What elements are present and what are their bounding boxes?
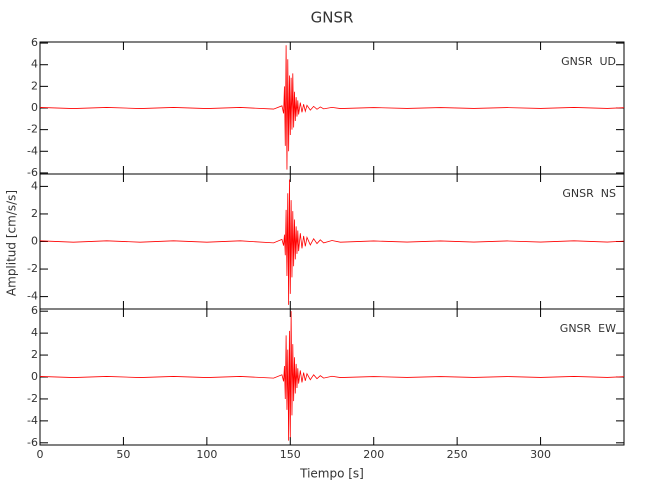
y-tick-label: 0	[31, 101, 38, 114]
x-tick-label: 0	[37, 448, 44, 461]
y-tick-label: -2	[27, 262, 38, 275]
x-axis-label: Tiempo [s]	[299, 467, 364, 481]
y-tick-label: 4	[31, 58, 38, 71]
legend-label: GNSR EW	[560, 322, 616, 335]
y-axis-label: Amplitud [cm/s/s]	[5, 190, 19, 296]
x-tick-label: 50	[116, 448, 130, 461]
y-tick-label: 2	[31, 348, 38, 361]
x-tick-label: 300	[530, 448, 551, 461]
legend-label: GNSR UD	[561, 55, 616, 68]
x-tick-label: 100	[196, 448, 217, 461]
y-tick-label: -6	[27, 166, 38, 179]
y-tick-label: 2	[31, 79, 38, 92]
y-tick-label: -2	[27, 123, 38, 136]
y-tick-label: -4	[27, 290, 38, 303]
y-tick-label: 0	[31, 370, 38, 383]
y-tick-label: 2	[31, 207, 38, 220]
y-tick-label: -4	[27, 414, 38, 427]
waveform	[39, 179, 625, 305]
x-tick-label: 200	[363, 448, 384, 461]
waveform	[39, 45, 625, 170]
y-tick-label: -6	[27, 436, 38, 449]
y-tick-label: 6	[31, 36, 38, 49]
x-tick-label: 150	[280, 448, 301, 461]
chart-title: GNSR	[311, 9, 354, 27]
legend-label: GNSR NS	[562, 187, 616, 200]
y-tick-label: 0	[31, 235, 38, 248]
x-tick-label: 250	[447, 448, 468, 461]
y-tick-label: -4	[27, 144, 38, 157]
y-tick-label: 4	[31, 179, 38, 192]
waveform	[39, 311, 625, 441]
y-tick-label: 4	[31, 326, 38, 339]
y-tick-label: -2	[27, 392, 38, 405]
y-tick-label: 6	[31, 304, 38, 317]
